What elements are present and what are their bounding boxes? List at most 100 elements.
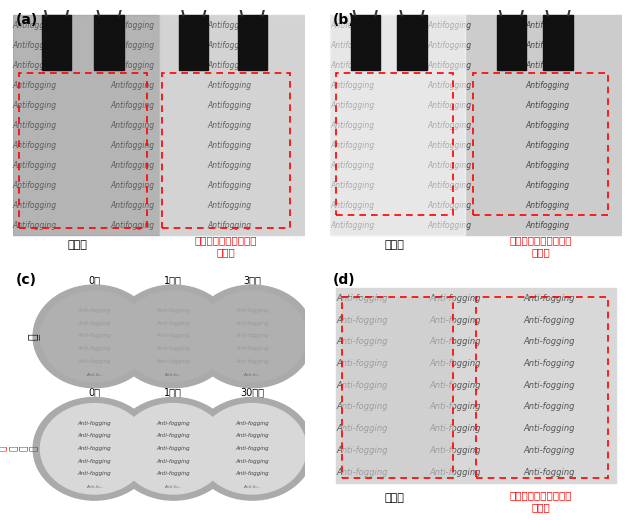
Text: ナ
ノ
コ
ン
ポ
ジ
ッ
ト
皮
膜
で
被
覆: ナ ノ コ ン ポ ジ ッ ト 皮 膜 で 被 覆 <box>0 446 91 451</box>
Text: Anti-fogging: Anti-fogging <box>336 467 387 477</box>
Text: Antifogging: Antifogging <box>110 101 154 110</box>
Circle shape <box>191 285 314 388</box>
Text: 未処理: 未処理 <box>385 492 404 503</box>
Text: Anti-fo...: Anti-fo... <box>86 373 104 377</box>
Text: Anti-fogging: Anti-fogging <box>336 337 387 346</box>
Text: Anti-fogging: Anti-fogging <box>429 446 481 455</box>
Text: Antifogging: Antifogging <box>525 220 569 229</box>
Text: Anti-fogging: Anti-fogging <box>523 381 575 390</box>
Text: Anti-fogging: Anti-fogging <box>336 381 387 390</box>
Text: Antifogging: Antifogging <box>427 201 472 210</box>
Bar <box>473 73 608 215</box>
Text: Antifogging: Antifogging <box>13 220 57 229</box>
Text: Anti-fogging: Anti-fogging <box>157 333 190 339</box>
Bar <box>162 73 290 228</box>
Text: Antifogging: Antifogging <box>525 21 569 30</box>
Bar <box>330 16 622 235</box>
Text: Anti-fo...: Anti-fo... <box>164 373 182 377</box>
Text: Antifogging: Antifogging <box>330 101 374 110</box>
Text: Anti-fogging: Anti-fogging <box>236 471 269 476</box>
Text: Antifogging: Antifogging <box>427 101 472 110</box>
Text: Antifogging: Antifogging <box>13 21 57 30</box>
Text: Antifogging: Antifogging <box>330 41 374 50</box>
Text: Anti-fogging: Anti-fogging <box>523 359 575 368</box>
Text: Antifogging: Antifogging <box>110 41 154 50</box>
Text: 1秒後: 1秒後 <box>164 387 182 397</box>
Text: Anti-fogging: Anti-fogging <box>77 446 111 451</box>
Text: Anti-fogging: Anti-fogging <box>336 424 387 433</box>
Text: Anti-fogging: Anti-fogging <box>336 294 387 303</box>
Circle shape <box>119 291 227 382</box>
Text: Anti-fogging: Anti-fogging <box>429 402 481 411</box>
Text: Antifogging: Antifogging <box>525 161 569 170</box>
Text: Anti-fogging: Anti-fogging <box>523 337 575 346</box>
Circle shape <box>198 404 306 494</box>
Text: Anti-fogging: Anti-fogging <box>157 321 190 326</box>
Text: Antifogging: Antifogging <box>525 141 569 150</box>
Text: Antifogging: Antifogging <box>208 180 251 190</box>
Text: Antifogging: Antifogging <box>110 61 154 70</box>
Text: Antifogging: Antifogging <box>13 161 57 170</box>
Text: Anti-fogging: Anti-fogging <box>336 359 387 368</box>
Text: Anti-fogging: Anti-fogging <box>429 337 481 346</box>
Text: Antifogging: Antifogging <box>13 101 57 110</box>
Text: Anti-fogging: Anti-fogging <box>429 467 481 477</box>
Text: Antifogging: Antifogging <box>13 201 57 210</box>
Text: Antifogging: Antifogging <box>208 220 251 229</box>
Text: Anti-fogging: Anti-fogging <box>157 433 190 438</box>
Bar <box>342 297 453 478</box>
Text: Antifogging: Antifogging <box>330 121 374 129</box>
Text: Anti-fo...: Anti-fo... <box>243 485 261 489</box>
Text: Antifogging: Antifogging <box>330 81 374 90</box>
Text: 未
処
理: 未 処 理 <box>28 333 62 340</box>
Text: Antifogging: Antifogging <box>427 220 472 229</box>
Text: (c): (c) <box>16 273 37 287</box>
Text: Anti-fogging: Anti-fogging <box>236 433 269 438</box>
Text: Antifogging: Antifogging <box>525 41 569 50</box>
Bar <box>476 297 608 478</box>
Text: Anti-fogging: Anti-fogging <box>429 424 481 433</box>
Circle shape <box>41 291 149 382</box>
Text: Antifogging: Antifogging <box>110 220 154 229</box>
Text: Anti-fogging: Anti-fogging <box>157 471 190 476</box>
Text: Antifogging: Antifogging <box>427 121 472 129</box>
Text: Antifogging: Antifogging <box>110 201 154 210</box>
Bar <box>13 16 159 235</box>
Bar <box>351 16 380 70</box>
Text: Anti-fogging: Anti-fogging <box>236 346 269 351</box>
Text: Anti-fogging: Anti-fogging <box>236 459 269 463</box>
Text: Anti-fogging: Anti-fogging <box>77 321 111 326</box>
Text: Anti-fogging: Anti-fogging <box>77 421 111 425</box>
Bar <box>42 16 71 70</box>
Text: Anti-fogging: Anti-fogging <box>77 346 111 351</box>
Text: Antifogging: Antifogging <box>13 180 57 190</box>
Bar <box>237 16 267 70</box>
Text: Antifogging: Antifogging <box>330 21 374 30</box>
Text: Anti-fogging: Anti-fogging <box>77 459 111 463</box>
Circle shape <box>33 397 156 500</box>
Text: Antifogging: Antifogging <box>13 121 57 129</box>
Text: Anti-fogging: Anti-fogging <box>77 359 111 364</box>
Text: 0秒: 0秒 <box>88 387 100 397</box>
Text: Antifogging: Antifogging <box>330 161 374 170</box>
Bar <box>497 16 526 70</box>
Text: 30秒後: 30秒後 <box>240 387 264 397</box>
Bar <box>159 16 305 235</box>
Bar <box>398 16 427 70</box>
Text: Anti-fogging: Anti-fogging <box>236 308 269 313</box>
Text: Antifogging: Antifogging <box>330 61 374 70</box>
Text: Antifogging: Antifogging <box>427 41 472 50</box>
Text: Anti-fogging: Anti-fogging <box>523 424 575 433</box>
Text: Anti-fo...: Anti-fo... <box>86 485 104 489</box>
Bar <box>95 16 124 70</box>
Text: 1秒後: 1秒後 <box>164 275 182 285</box>
Text: Antifogging: Antifogging <box>208 81 251 90</box>
Text: Anti-fogging: Anti-fogging <box>429 381 481 390</box>
Text: Anti-fogging: Anti-fogging <box>523 467 575 477</box>
Text: Antifogging: Antifogging <box>525 101 569 110</box>
Text: Antifogging: Antifogging <box>330 180 374 190</box>
Bar <box>330 16 465 235</box>
Text: 未処理: 未処理 <box>385 240 404 250</box>
Text: Antifogging: Antifogging <box>427 81 472 90</box>
Text: ナノコンポジット皮膜
で被覆: ナノコンポジット皮膜 で被覆 <box>195 236 257 257</box>
